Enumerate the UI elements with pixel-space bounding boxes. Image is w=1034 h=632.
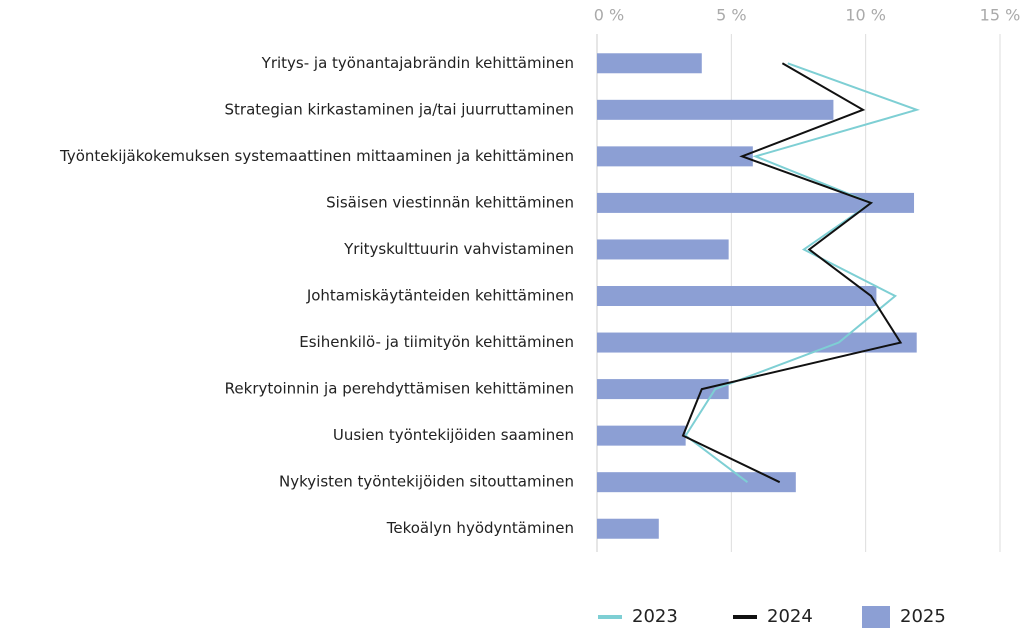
category-label: Yritys- ja työnantajabrändin kehittämine… (261, 54, 574, 72)
x-tick-label: 10 % (845, 6, 886, 25)
bar (597, 472, 796, 493)
bar (597, 425, 686, 446)
legend-label: 2023 (632, 606, 678, 627)
category-label: Tekoälyn hyödyntäminen (386, 519, 574, 537)
category-label: Yrityskulttuurin vahvistaminen (343, 240, 574, 258)
x-tick-label: 15 % (980, 6, 1021, 25)
line-series (681, 62, 903, 484)
bar (597, 239, 729, 260)
legend-label: 2025 (900, 606, 946, 627)
category-label: Strategian kirkastaminen ja/tai juurrutt… (225, 100, 575, 118)
line-series (684, 62, 920, 483)
bar (597, 518, 659, 539)
bar (597, 146, 753, 167)
category-label: Rekrytoinnin ja perehdyttämisen kehittäm… (225, 380, 574, 398)
category-label: Nykyisten työntekijöiden sitouttaminen (279, 473, 574, 491)
bar (597, 286, 877, 306)
bar (597, 53, 702, 74)
category-label: Sisäisen viestinnän kehittäminen (326, 193, 574, 211)
category-label: Työntekijäkokemuksen systemaattinen mitt… (59, 147, 574, 165)
x-tick-label: 5 % (716, 6, 746, 25)
bar (597, 332, 917, 353)
category-label: Esihenkilö- ja tiimityön kehittäminen (299, 333, 574, 351)
bar (597, 99, 834, 120)
legend-label: 2024 (767, 606, 813, 627)
category-label: Uusien työntekijöiden saaminen (333, 426, 574, 444)
legend-swatch (862, 606, 890, 628)
category-label: Johtamiskäytänteiden kehittäminen (306, 287, 574, 305)
bar (597, 192, 915, 213)
x-tick-label: 0 % (594, 6, 624, 25)
bar (597, 379, 729, 400)
